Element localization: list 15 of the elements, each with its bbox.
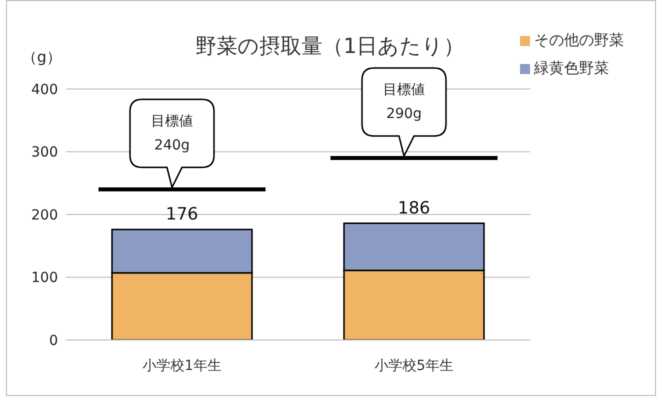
chart-title: 野菜の摂取量（1日あたり） [194, 33, 466, 60]
y-tick-label: 100 [31, 270, 58, 286]
total-label: 176 [166, 204, 198, 225]
ref-line-label: 目標値 240g [151, 113, 193, 154]
y-tick-label: 400 [31, 82, 58, 98]
legend-label: その他の野菜 [534, 31, 624, 49]
x-tick-label: 小学校1年生 [142, 358, 222, 374]
y-tick-label: 0 [49, 332, 58, 349]
x-tick-label: 小学校5年生 [374, 358, 454, 374]
y-axis-title: （g） [22, 48, 62, 67]
y-tick-label: 200 [31, 207, 58, 224]
legend-label: 緑黄色野菜 [534, 59, 609, 77]
total-label: 186 [398, 198, 430, 218]
y-tick-label: 300 [31, 144, 58, 161]
ref-line-label: 目標値 290g [383, 82, 425, 122]
